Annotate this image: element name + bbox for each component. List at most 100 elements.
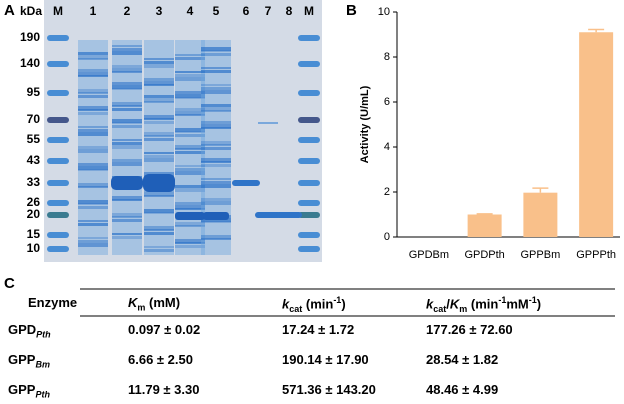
gel-band xyxy=(144,209,174,213)
panel-label: B xyxy=(346,2,357,19)
cell-value: 11.79 ± 3.30 xyxy=(128,382,200,397)
table-cell: 571.36 ± 143.20 xyxy=(282,382,376,397)
gel-band xyxy=(112,216,142,218)
gel-band xyxy=(78,129,108,132)
gel-band xyxy=(175,57,205,60)
gel-band xyxy=(112,145,142,149)
x-tick-label: GPPBm xyxy=(521,249,561,261)
header-text: m xyxy=(459,303,468,314)
gel-band xyxy=(201,87,231,90)
bar xyxy=(467,214,502,237)
lane-label: 3 xyxy=(156,4,163,18)
gel-band xyxy=(175,222,205,226)
gel-band xyxy=(144,64,174,68)
gel-band xyxy=(144,152,174,154)
gel-band xyxy=(175,225,205,227)
header-text: -1 xyxy=(498,295,507,305)
gel-band xyxy=(144,172,174,175)
gel-unit: kDa xyxy=(20,4,42,18)
lane-label: 2 xyxy=(124,4,131,18)
enzyme-source-text: Bm xyxy=(35,359,50,370)
header-text: cat xyxy=(289,303,303,314)
gel-band xyxy=(255,212,281,218)
gel-band xyxy=(298,117,320,123)
enzyme-source-text: Pth xyxy=(35,389,50,400)
gel-band xyxy=(78,106,108,110)
gel-band xyxy=(112,196,142,200)
gel-band xyxy=(175,77,205,81)
gel-band xyxy=(47,246,69,252)
gel-band xyxy=(111,176,143,190)
gel-band xyxy=(47,117,69,123)
gel-band xyxy=(47,158,69,164)
table-header: Km (mM) xyxy=(128,295,180,313)
gel-band xyxy=(175,205,205,209)
gel-band xyxy=(78,69,108,72)
gel-band xyxy=(201,147,231,150)
lane-label: M xyxy=(304,4,314,18)
panel-label: A xyxy=(4,2,15,19)
header-text: k xyxy=(282,296,290,312)
gel-band xyxy=(112,233,142,235)
gel-band xyxy=(144,61,174,64)
cell-value: 190.14 ± 17.90 xyxy=(282,352,369,367)
gel-band xyxy=(258,122,278,124)
gel-band xyxy=(201,158,231,162)
table-cell: 190.14 ± 17.90 xyxy=(282,352,369,367)
gel-band xyxy=(201,110,231,112)
gel-band xyxy=(78,132,108,136)
gel-band xyxy=(78,223,108,226)
marker-label: 26 xyxy=(27,195,41,209)
lane-label: M xyxy=(53,4,63,18)
gel-band xyxy=(201,201,231,205)
header-text: (mM) xyxy=(145,295,181,310)
gel-band xyxy=(144,101,174,103)
header-text: Enzyme xyxy=(28,295,78,310)
header-text: cat xyxy=(433,303,447,314)
gel-band xyxy=(201,104,231,107)
gel-band xyxy=(175,239,205,243)
gel-band xyxy=(144,98,174,102)
gel-band xyxy=(298,61,320,67)
gel-band xyxy=(78,89,108,93)
lane-label: 6 xyxy=(243,4,250,18)
gel-band xyxy=(78,52,108,55)
gel-band xyxy=(78,200,108,204)
gel-band xyxy=(298,35,320,41)
gel-band xyxy=(144,195,174,197)
gel-band xyxy=(175,74,205,77)
gel-band xyxy=(175,71,205,73)
gel-band xyxy=(144,135,174,137)
gel-band xyxy=(112,159,142,162)
gel-band xyxy=(47,180,69,186)
gel-band xyxy=(175,202,205,205)
gel-band xyxy=(112,68,142,72)
header-text: ) xyxy=(341,296,346,312)
gel-band xyxy=(78,95,108,98)
gel-band xyxy=(201,53,231,56)
x-tick-label: GPPPth xyxy=(576,249,616,261)
gel-band xyxy=(78,55,108,59)
cell-value: 0.097 ± 0.02 xyxy=(128,322,201,337)
table-header: Enzyme xyxy=(28,295,77,310)
gel-band xyxy=(298,232,320,238)
gel-band xyxy=(47,35,69,41)
header-text: mM xyxy=(506,296,529,312)
gel-band xyxy=(78,243,108,247)
gel-band xyxy=(175,168,205,171)
gel-band xyxy=(144,158,174,162)
gel-band xyxy=(298,246,320,252)
gel-band xyxy=(143,174,175,192)
gel-band xyxy=(201,235,231,239)
table-cell: 6.66 ± 2.50 xyxy=(128,352,193,367)
gel-band xyxy=(175,128,205,132)
gel-band xyxy=(112,108,142,111)
y-tick-label: 0 xyxy=(384,231,390,243)
header-text: -1 xyxy=(528,295,537,305)
y-tick-label: 2 xyxy=(384,186,390,198)
header-text: (min xyxy=(467,296,499,312)
gel-band xyxy=(175,148,205,150)
gel-band xyxy=(175,134,205,137)
gel-band xyxy=(201,70,231,73)
marker-label: 20 xyxy=(27,207,41,221)
